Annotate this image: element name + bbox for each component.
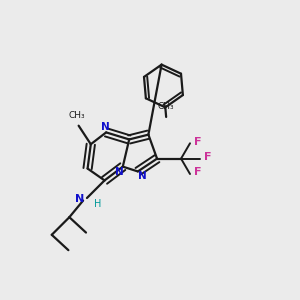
Text: CH₃: CH₃ bbox=[158, 102, 175, 111]
Text: N: N bbox=[115, 167, 124, 177]
Text: N: N bbox=[138, 171, 147, 181]
Text: F: F bbox=[204, 152, 211, 162]
Text: CH₃: CH₃ bbox=[69, 111, 85, 120]
Text: F: F bbox=[194, 167, 202, 177]
Text: F: F bbox=[194, 137, 202, 147]
Text: H: H bbox=[94, 199, 101, 209]
Text: N: N bbox=[75, 194, 84, 204]
Text: N: N bbox=[101, 122, 110, 132]
